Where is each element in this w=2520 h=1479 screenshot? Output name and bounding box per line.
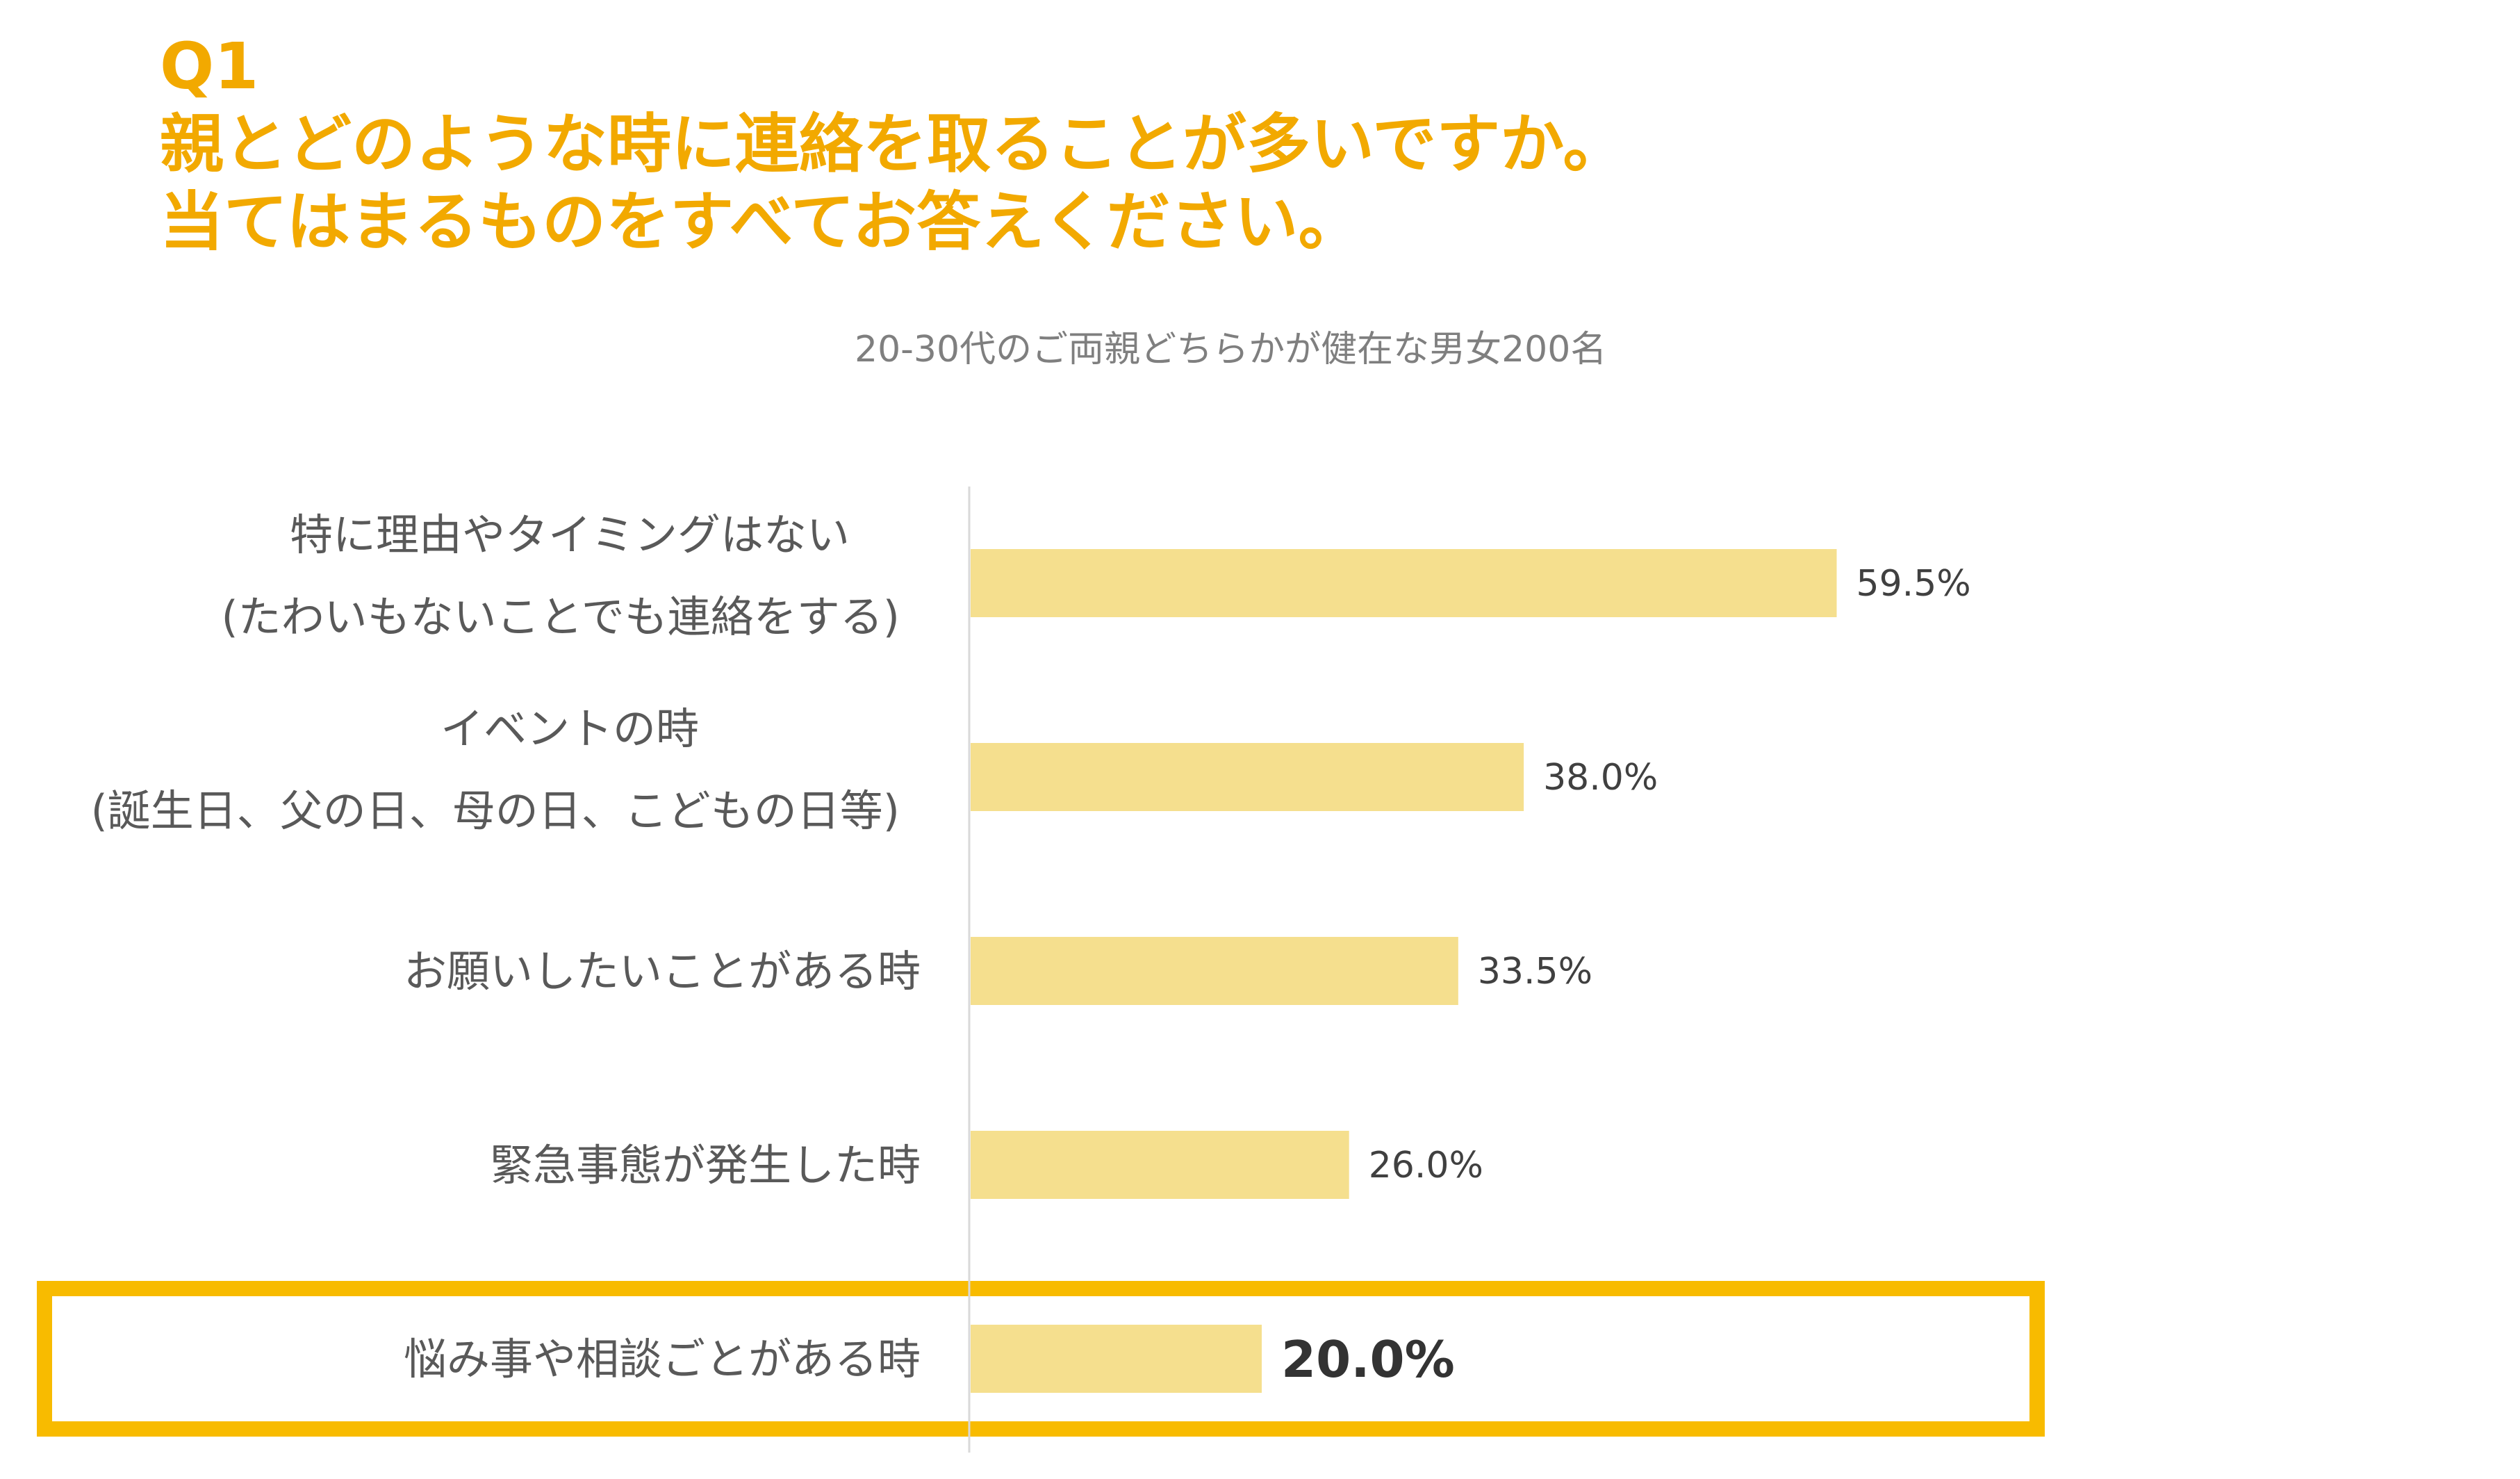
bar-3 xyxy=(971,1131,1349,1199)
value-label-2: 33.5% xyxy=(1478,951,1592,992)
category-label-4-line-0: 悩み事や相談ごとがある時 xyxy=(404,1334,921,1384)
value-label-4: 20.0% xyxy=(1281,1330,1455,1389)
question-title: Q1 親とどのような時に連絡を取ることが多いですか。 当てはまるものをすべてお答… xyxy=(160,28,1627,261)
highlight-box xyxy=(37,1281,2045,1437)
bar-1 xyxy=(971,743,1524,811)
category-label-2-line-0: お願いしたいことがある時 xyxy=(404,946,921,997)
category-label-3-line-0: 緊急事態が発生した時 xyxy=(490,1140,921,1191)
bar-2 xyxy=(971,937,1458,1005)
category-label-0-line-0: 特に理由やタイミングはない xyxy=(290,509,850,560)
bar-0 xyxy=(971,549,1837,617)
category-label-1-line-1: (誕生日、父の日、母の日、こどもの日等) xyxy=(91,785,900,836)
value-label-1: 38.0% xyxy=(1543,757,1658,799)
question-text-line1: 親とどのような時に連絡を取ることが多いですか。 xyxy=(160,107,1627,181)
category-label-0-line-1: (たわいもないことでも連絡をする) xyxy=(221,591,900,642)
value-label-0: 59.5% xyxy=(1856,563,1971,605)
category-label-1-line-0: イベントの時 xyxy=(440,703,699,754)
question-number: Q1 xyxy=(160,29,259,104)
value-label-3: 26.0% xyxy=(1369,1145,1483,1186)
bar-4 xyxy=(971,1325,1262,1393)
question-text-line2: 当てはまるものをすべてお答えください。 xyxy=(160,185,1362,259)
sample-description: 20-30代のご両親どちらかが健在な男女200名 xyxy=(855,329,1607,370)
